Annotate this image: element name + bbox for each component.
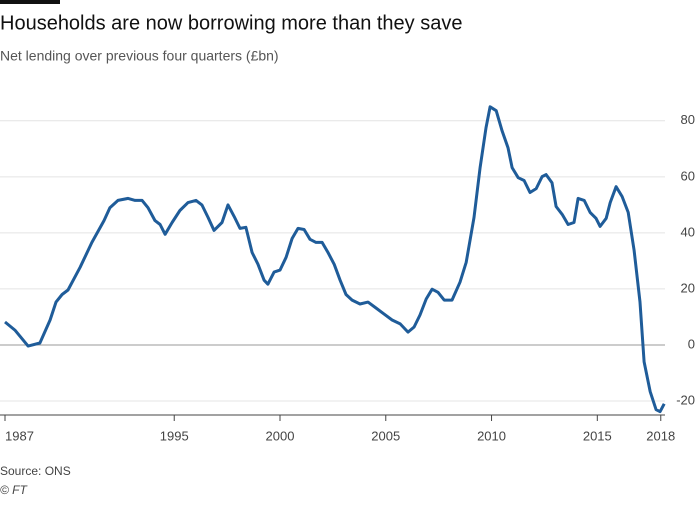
x-tick-label: 2018: [646, 428, 675, 443]
chart-title: Households are now borrowing more than t…: [0, 12, 462, 34]
x-tick-label: 1995: [160, 428, 189, 443]
x-tick-label: 1987: [5, 428, 34, 443]
data-line: [4, 105, 666, 414]
y-tick-label: 60: [681, 168, 695, 183]
brand-bar: [0, 0, 60, 4]
y-tick-label: -20: [676, 392, 695, 407]
y-tick-label: 80: [681, 112, 695, 127]
source: Source: ONS: [0, 464, 71, 478]
x-tick-label: 2000: [266, 428, 295, 443]
x-tick-label: 2015: [583, 428, 612, 443]
y-tick-label: 0: [688, 336, 695, 351]
y-tick-label: 20: [681, 280, 695, 295]
x-tick-label: 2005: [371, 428, 400, 443]
credit: © FT: [0, 483, 29, 497]
y-tick-label: 40: [681, 224, 695, 239]
x-tick-label: 2010: [477, 428, 506, 443]
chart-subtitle: Net lending over previous four quarters …: [0, 48, 279, 64]
